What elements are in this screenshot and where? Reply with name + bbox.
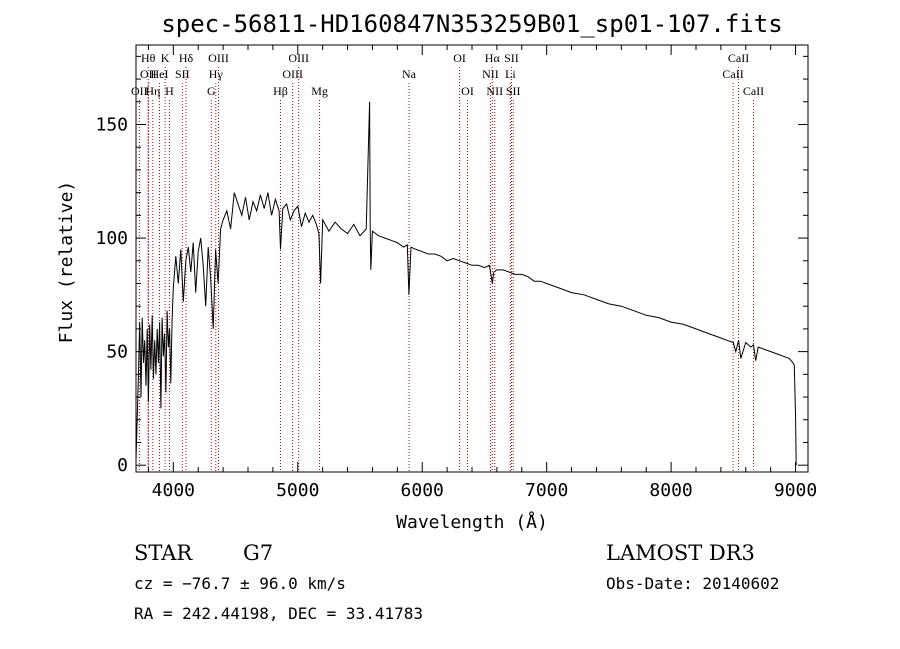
spectral-line-label: Hα xyxy=(485,51,501,65)
spectral-line-label: Hθ xyxy=(141,51,156,65)
spectral-line-label: H xyxy=(165,84,174,98)
spectral-line-label: Mg xyxy=(311,84,328,98)
y-tick-label: 50 xyxy=(106,342,128,363)
spectral-line-label: OIII xyxy=(282,67,303,81)
spectral-line-label: Hβ xyxy=(273,84,288,98)
spectral-line-label: CaII xyxy=(743,84,764,98)
spectral-line-label: CaII xyxy=(722,67,743,81)
y-tick-label: 100 xyxy=(95,228,128,249)
redshift-text: cz = −76.7 ± 96.0 km/s xyxy=(134,574,346,593)
spectral-line-label: Hγ xyxy=(209,67,224,81)
chart-title: spec-56811-HD160847N353259B01_sp01-107.f… xyxy=(161,10,782,38)
spectral-line-label: SII xyxy=(506,84,521,98)
spectral-line-label: OII xyxy=(140,67,157,81)
spectral-line-label: K xyxy=(161,51,170,65)
x-tick-label: 4000 xyxy=(152,480,195,501)
survey-name: LAMOST DR3 xyxy=(606,541,755,565)
spectral-line-label: SII xyxy=(504,51,519,65)
object-class: STAR xyxy=(134,541,193,565)
spectral-line-label: HeI xyxy=(151,67,169,81)
spectral-line-label: Hδ xyxy=(179,51,194,65)
spectral-line-labels: OIIHθOIIHηHeIKHSIIHδGHγOIIIHβOIIIOIIIMgN… xyxy=(131,51,764,98)
spectral-line-label: SII xyxy=(175,67,190,81)
y-axis-label: Flux (relative) xyxy=(56,181,77,344)
spectral-line-label: Na xyxy=(402,67,417,81)
y-tick-label: 0 xyxy=(117,455,128,476)
x-tick-label: 7000 xyxy=(525,480,568,501)
y-tick-label: 150 xyxy=(95,114,128,135)
x-axis-label: Wavelength (Å) xyxy=(396,511,548,533)
coordinates-text: RA = 242.44198, DEC = 33.41783 xyxy=(134,604,423,623)
object-subclass: G7 xyxy=(243,541,273,565)
spectral-line-label: OI xyxy=(453,51,466,65)
plot-frame xyxy=(135,44,809,473)
x-tick-label: 5000 xyxy=(276,480,319,501)
spectral-line-label: G xyxy=(207,84,216,98)
y-axis-ticks: 0 50 100 150 xyxy=(95,55,808,476)
spectral-line-label: Hη xyxy=(145,84,160,98)
x-tick-label: 8000 xyxy=(649,480,692,501)
x-axis-ticks: 4000 5000 6000 7000 8000 9000 xyxy=(147,45,817,501)
spectral-line-label: NII xyxy=(482,67,499,81)
x-tick-label: 9000 xyxy=(774,480,817,501)
spectral-line-label: OIII xyxy=(288,51,309,65)
obs-date-text: Obs-Date: 20140602 xyxy=(606,574,779,593)
spectral-line-label: OII xyxy=(131,84,148,98)
spectral-line-label: NII xyxy=(486,84,503,98)
x-tick-label: 6000 xyxy=(401,480,444,501)
spectrum-series-line xyxy=(135,101,797,466)
spectral-line-label: CaII xyxy=(728,51,749,65)
spectral-line-markers xyxy=(138,67,754,472)
spectral-line-label: OI xyxy=(461,84,474,98)
spectral-line-label: Li xyxy=(505,67,516,81)
spectral-line-label: OIII xyxy=(208,51,229,65)
